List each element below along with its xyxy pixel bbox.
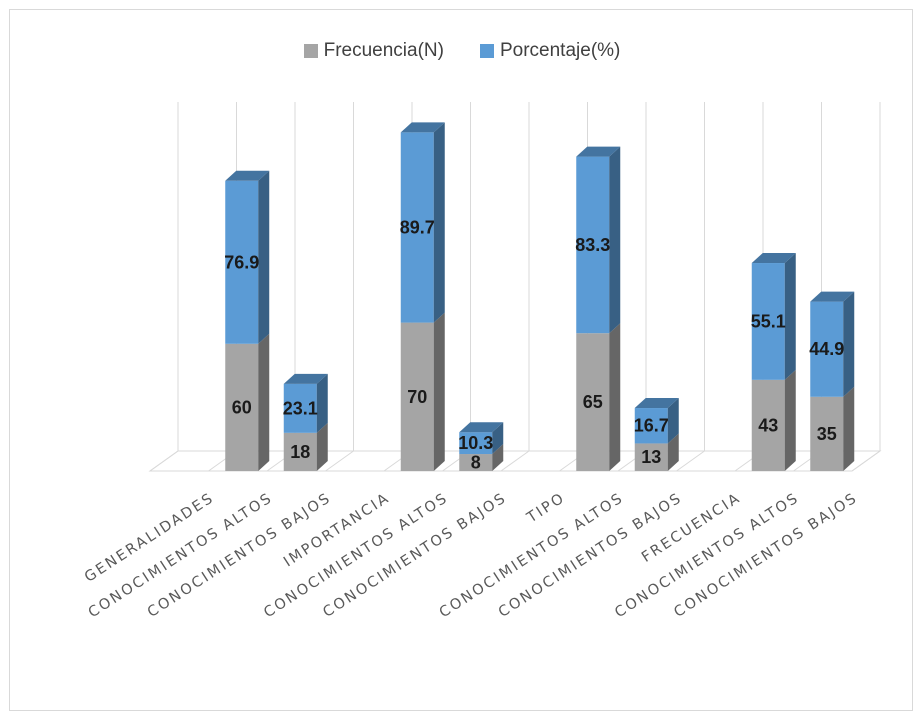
bar-frecuencia-side (843, 386, 855, 471)
bar-frecuencia-side (667, 433, 679, 471)
legend-swatch-porcentaje (479, 44, 494, 58)
legend-item-frecuencia: Frecuencia(N) (303, 40, 444, 62)
bar-porcentaje-side (784, 253, 796, 380)
data-label-frecuencia: 65 (583, 392, 603, 412)
bar-porcentaje-front (634, 408, 668, 444)
data-label-frecuencia: 70 (407, 387, 427, 407)
bars-group (225, 122, 855, 471)
data-label-porcentaje: 10.3 (458, 433, 493, 453)
bar-porcentaje-top (751, 253, 796, 264)
bar-frecuencia-side (609, 323, 621, 471)
bar-porcentaje-front (459, 432, 493, 455)
data-label-porcentaje: 89.7 (400, 218, 435, 238)
bar-porcentaje-top (459, 422, 504, 433)
bar-frecuencia-front (751, 379, 785, 471)
bar-porcentaje-side (492, 422, 504, 455)
bar-porcentaje-top (283, 373, 328, 384)
legend-swatch-frecuencia (303, 44, 318, 58)
bar-porcentaje-side (433, 122, 445, 323)
data-label-porcentaje: 16.7 (634, 416, 669, 436)
bar-frecuencia-front (810, 396, 844, 471)
bar-frecuencia-side (492, 444, 504, 471)
gridline-floor (851, 450, 881, 472)
bar-porcentaje-front (225, 180, 259, 344)
bar-frecuencia-side (784, 369, 796, 471)
bar-porcentaje-front (283, 383, 317, 433)
bar-porcentaje-top (225, 170, 270, 181)
data-label-frecuencia: 60 (232, 397, 252, 417)
gridline-floor (149, 450, 179, 472)
bar-frecuencia-front (459, 454, 493, 471)
bar-frecuencia-front (634, 443, 668, 471)
bar-porcentaje-side (843, 291, 855, 397)
bar-porcentaje-side (258, 170, 270, 344)
bar-porcentaje-side (609, 146, 621, 334)
category-label: TIPO (524, 490, 569, 527)
data-label-frecuencia: 35 (817, 424, 837, 444)
bar-frecuencia-front (225, 343, 259, 471)
data-labels-group: 60 76.9 18 23.1 70 89.7 810.3 65 83.3 13 16.7 43 55.… (224, 218, 844, 473)
gridline-floor (676, 450, 705, 472)
bar-frecuencia-side (433, 312, 445, 471)
data-label-frecuencia: 8 (471, 453, 481, 473)
gridline-floor (500, 450, 530, 472)
bar-porcentaje-side (316, 373, 328, 433)
bar-porcentaje-top (576, 146, 621, 157)
gridline-floor (325, 450, 354, 472)
data-label-porcentaje: 83.3 (575, 235, 610, 255)
legend-item-porcentaje: Porcentaje(%) (479, 40, 621, 62)
data-label-porcentaje: 76.9 (224, 252, 259, 272)
legend-label-porcentaje: Porcentaje(%) (499, 40, 621, 61)
bar-porcentaje-front (400, 132, 434, 323)
legend-label-frecuencia: Frecuencia(N) (323, 40, 444, 61)
bar-porcentaje-front (810, 301, 844, 397)
data-label-frecuencia: 43 (758, 415, 778, 435)
bar-porcentaje-front (576, 156, 610, 334)
bar-porcentaje-top (810, 291, 855, 302)
data-label-frecuencia: 13 (641, 447, 661, 467)
bar-frecuencia-side (316, 422, 328, 471)
bar-porcentaje-side (667, 398, 679, 444)
data-label-porcentaje: 44.9 (809, 339, 844, 359)
bar-porcentaje-top (400, 122, 445, 133)
legend: Frecuencia(N) Porcentaje(%) (0, 36, 924, 66)
bar-frecuencia-side (258, 333, 270, 471)
bar-porcentaje-top (634, 398, 679, 409)
data-label-porcentaje: 23.1 (283, 398, 318, 418)
bar-frecuencia-front (576, 333, 610, 471)
data-label-porcentaje: 55.1 (751, 311, 786, 331)
bar-porcentaje-front (751, 263, 785, 380)
bar-frecuencia-front (400, 322, 434, 471)
category-label: FRECUENCIA (639, 490, 744, 566)
bar-frecuencia-front (283, 432, 317, 471)
data-label-frecuencia: 18 (290, 442, 310, 462)
